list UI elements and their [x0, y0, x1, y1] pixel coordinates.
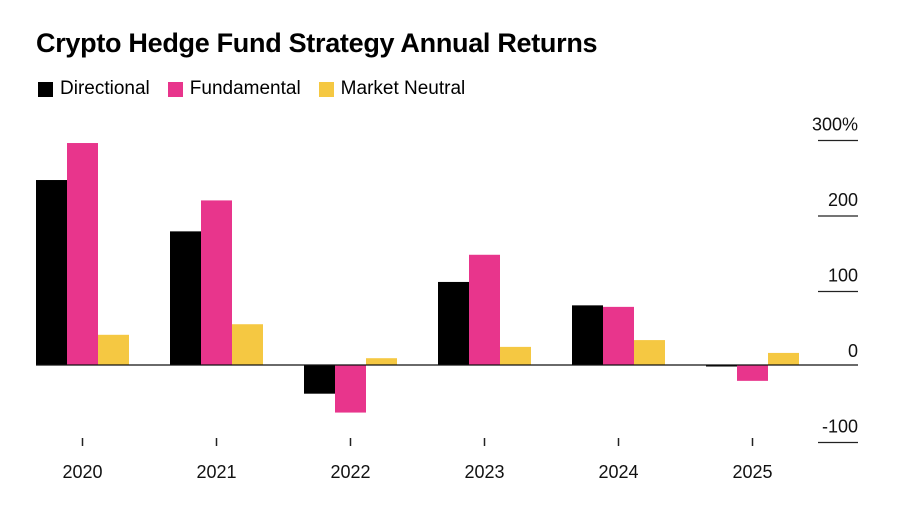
legend-item-market-neutral: Market Neutral — [318, 78, 466, 100]
bar-2023-directional — [438, 281, 469, 365]
bar-2022-market-neutral — [366, 358, 397, 365]
bar-2025-market-neutral — [768, 352, 799, 365]
bar-2024-directional — [572, 305, 603, 365]
bar-2022-fundamental — [335, 365, 366, 413]
legend-swatch-fundamental — [167, 81, 183, 97]
legend-swatch-directional — [38, 81, 53, 97]
y-tick-label: 100 — [828, 266, 858, 286]
bar-2023-market-neutral — [500, 346, 531, 365]
legend-swatch-market-neutral — [318, 81, 334, 97]
bar-2020-fundamental — [67, 143, 98, 365]
bar-2022-directional — [304, 365, 335, 394]
bar-2020-directional — [36, 180, 67, 365]
bar-2020-market-neutral — [98, 334, 129, 365]
bar-2025-directional — [706, 365, 737, 367]
x-tick-label: 2021 — [196, 462, 236, 482]
legend-item-fundamental: Fundamental — [167, 78, 301, 100]
bar-2025-fundamental — [737, 365, 768, 381]
chart-title: Crypto Hedge Fund Strategy Annual Return… — [36, 28, 598, 58]
bar-2021-directional — [170, 231, 201, 365]
legend-label-fundamental: Fundamental — [189, 78, 301, 99]
bar-2024-fundamental — [603, 306, 634, 365]
legend-label-market-neutral: Market Neutral — [340, 78, 466, 99]
y-tick-label: -100 — [822, 417, 858, 437]
bar-2021-market-neutral — [232, 324, 263, 365]
x-tick-label: 2022 — [330, 462, 370, 482]
y-tick-label: 300% — [812, 115, 858, 135]
legend-item-directional: Directional — [38, 78, 150, 100]
y-tick-label: 200 — [828, 190, 858, 210]
bar-2023-fundamental — [469, 254, 500, 365]
y-tick-label: 0 — [848, 341, 858, 361]
bar-2024-market-neutral — [634, 340, 665, 365]
legend-label-directional: Directional — [60, 78, 150, 99]
x-tick-label: 2020 — [62, 462, 102, 482]
x-tick-label: 2025 — [732, 462, 772, 482]
x-tick-label: 2024 — [598, 462, 638, 482]
bar-2021-fundamental — [201, 200, 232, 365]
legend: Directional Fundamental Market Neutral — [38, 78, 465, 100]
x-tick-label: 2023 — [464, 462, 504, 482]
